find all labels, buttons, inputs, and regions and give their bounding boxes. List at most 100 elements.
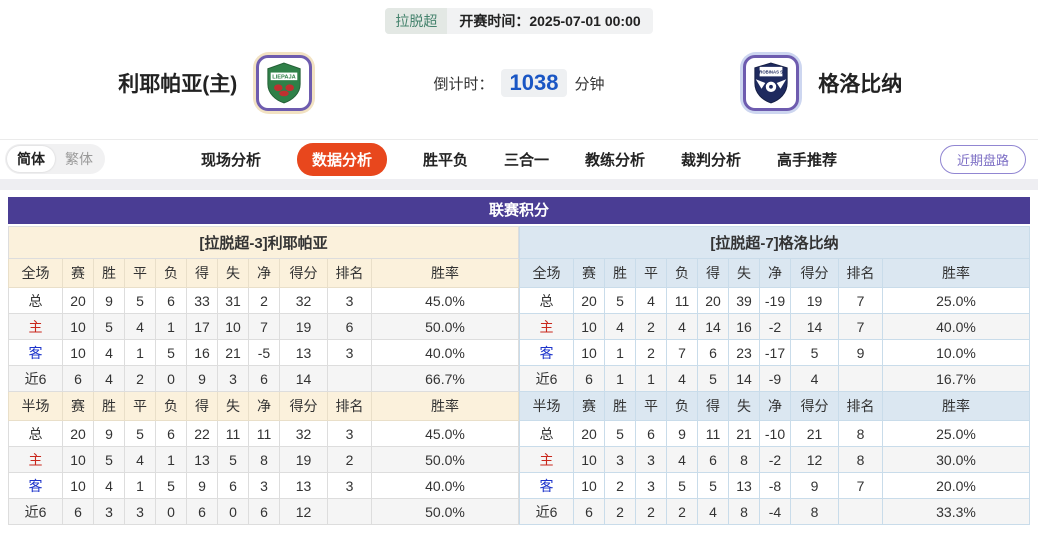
column-header: 排名 — [328, 259, 372, 288]
stat-cell: 20 — [574, 288, 605, 314]
column-header: 平 — [125, 259, 156, 288]
nav-tab[interactable]: 胜平负 — [423, 149, 468, 170]
row-label: 客 — [520, 473, 574, 499]
stat-cell: 5 — [156, 340, 187, 366]
stat-cell: 40.0% — [883, 314, 1030, 340]
stat-cell: 10 — [574, 340, 605, 366]
stat-cell: 0 — [156, 499, 187, 525]
stat-cell: 1 — [636, 366, 667, 392]
stat-cell: 5 — [698, 473, 729, 499]
recent-trend-button[interactable]: 近期盘路 — [940, 145, 1026, 174]
stat-cell: 13 — [280, 340, 328, 366]
stat-cell: 20 — [63, 288, 94, 314]
column-header: 胜率 — [372, 259, 519, 288]
nav-tab[interactable]: 教练分析 — [585, 149, 645, 170]
row-label: 总 — [9, 288, 63, 314]
nav-tab[interactable]: 现场分析 — [201, 149, 261, 170]
stat-cell: 3 — [94, 499, 125, 525]
nav-tab[interactable]: 裁判分析 — [681, 149, 741, 170]
column-header: 平 — [636, 259, 667, 288]
stat-cell: 10 — [63, 314, 94, 340]
away-team-crest-icon: GROBINAS SC — [752, 62, 790, 104]
stat-cell: 10 — [218, 314, 249, 340]
lang-traditional[interactable]: 繁体 — [55, 146, 103, 172]
nav-tab[interactable]: 高手推荐 — [777, 149, 837, 170]
stat-cell: 8 — [729, 499, 760, 525]
stat-cell — [839, 366, 883, 392]
league-points-title: 联赛积分 — [8, 197, 1030, 224]
stat-cell: 2 — [605, 499, 636, 525]
column-header: 赛 — [63, 392, 94, 421]
stat-cell: 1 — [605, 340, 636, 366]
stat-cell — [328, 366, 372, 392]
section-divider — [0, 179, 1038, 190]
stat-cell: 4 — [667, 447, 698, 473]
stat-cell: 13 — [187, 447, 218, 473]
home-team-crest-icon: LIEPAJA — [265, 62, 303, 104]
stat-cell: 14 — [280, 366, 328, 392]
stat-cell: 3 — [605, 447, 636, 473]
stat-cell: 33.3% — [883, 499, 1030, 525]
nav-tab[interactable]: 数据分析 — [297, 143, 387, 176]
home-team: 利耶帕亚(主) LIEPAJA — [0, 52, 434, 114]
stat-cell: 2 — [667, 499, 698, 525]
stat-cell: 7 — [249, 314, 280, 340]
stat-cell: 1 — [156, 314, 187, 340]
stat-cell: 25.0% — [883, 421, 1030, 447]
stat-cell: 21 — [218, 340, 249, 366]
stat-cell: 9 — [187, 366, 218, 392]
stat-cell: 9 — [94, 288, 125, 314]
stat-cell: 66.7% — [372, 366, 519, 392]
column-header: 失 — [729, 259, 760, 288]
column-header: 净 — [249, 392, 280, 421]
stat-cell: 13 — [729, 473, 760, 499]
stat-cell: 2 — [636, 314, 667, 340]
column-header: 胜 — [605, 259, 636, 288]
stat-cell: 50.0% — [372, 447, 519, 473]
stat-cell: 16 — [729, 314, 760, 340]
row-label: 主 — [520, 314, 574, 340]
away-team-logo: GROBINAS SC — [740, 52, 802, 114]
column-header-row: 全场赛胜平负得失净得分排名胜率 — [520, 259, 1030, 288]
language-toggle[interactable]: 简体 繁体 — [5, 144, 105, 174]
stat-cell: 20 — [574, 421, 605, 447]
stat-cell: 25.0% — [883, 288, 1030, 314]
stat-cell: 3 — [218, 366, 249, 392]
row-label: 近6 — [520, 366, 574, 392]
stat-cell: 32 — [280, 288, 328, 314]
stat-cell: 2 — [605, 473, 636, 499]
stat-cell: 14 — [791, 314, 839, 340]
stat-cell: 6 — [218, 473, 249, 499]
stat-cell: 6 — [574, 366, 605, 392]
stat-cell: 23 — [729, 340, 760, 366]
row-label: 近6 — [9, 499, 63, 525]
stat-cell: 5 — [125, 288, 156, 314]
stat-cell: 20 — [698, 288, 729, 314]
nav-tab[interactable]: 三合一 — [504, 149, 549, 170]
stat-cell: 22 — [187, 421, 218, 447]
lang-simplified[interactable]: 简体 — [7, 146, 55, 172]
row-label: 总 — [520, 421, 574, 447]
stat-cell: 5 — [156, 473, 187, 499]
column-header: 胜 — [94, 392, 125, 421]
stat-cell: 3 — [328, 288, 372, 314]
stat-cell: 1 — [125, 340, 156, 366]
column-header: 负 — [667, 259, 698, 288]
column-header: 排名 — [328, 392, 372, 421]
column-header: 净 — [249, 259, 280, 288]
column-header: 半场 — [9, 392, 63, 421]
stat-cell: 4 — [94, 340, 125, 366]
stat-cell: 4 — [791, 366, 839, 392]
stat-cell: 10 — [63, 447, 94, 473]
stat-cell: 10 — [574, 447, 605, 473]
